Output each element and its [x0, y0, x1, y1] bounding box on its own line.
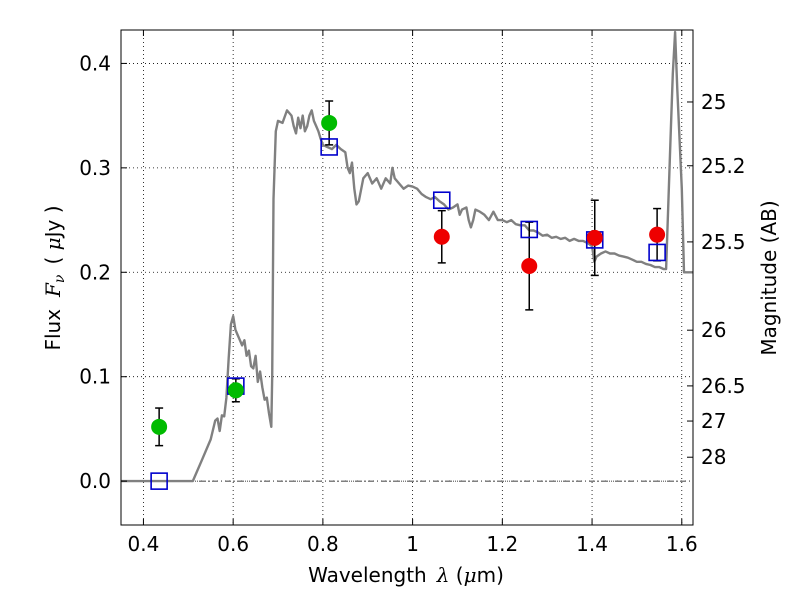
green-point [227, 382, 244, 399]
x-tick-label: 1.6 [666, 532, 698, 556]
axis-ticks: 0.4 0.6 0.8 1 1.2 1.4 1.6 0.0 0.1 0.2 0.3 0.4 25 25.2… [79, 30, 746, 556]
red-point [586, 229, 603, 246]
y-tick-label: 0.3 [79, 156, 111, 180]
model-photometry-square [520, 220, 539, 239]
x-axis-unit-mu: μ [464, 563, 477, 587]
red-point [521, 258, 538, 275]
x-axis-unit-open: ( [449, 563, 463, 587]
grid [121, 30, 693, 525]
plot-frame [120, 29, 694, 526]
model-photometry-square [432, 191, 451, 210]
x-axis-title: Wavelength λ (μm) [308, 563, 504, 587]
magnitude-axis-title: Magnitude (AB) [757, 200, 781, 355]
x-tick-label: 1.2 [486, 532, 518, 556]
green-point [151, 418, 168, 435]
magnitude-tick-label: 26.5 [701, 374, 746, 398]
y-tick-label: 0.2 [79, 260, 111, 284]
x-tick-label: 0.4 [128, 532, 160, 556]
magnitude-tick-label: 27 [701, 409, 726, 433]
x-axis-title-text: Wavelength [308, 563, 427, 587]
y-axis-title-text: Flux [41, 309, 65, 351]
x-tick-label: 0.6 [217, 532, 249, 556]
magnitude-tick-label: 25.2 [701, 154, 746, 178]
y-tick-label: 0.0 [79, 469, 111, 493]
y-axis-unit-rest: Jy ) [41, 205, 65, 239]
y-axis-title: Flux Fν ( μJy ) [41, 205, 68, 350]
magnitude-tick-label: 26 [701, 318, 726, 342]
red-point [433, 228, 450, 245]
x-axis-unit-rest: m) [477, 563, 504, 587]
y-axis-symbol-sub: ν [52, 274, 68, 283]
data-points-layer [150, 100, 666, 490]
x-tick-label: 0.8 [307, 532, 339, 556]
y-axis-unit-mu: μ [41, 237, 65, 250]
y-axis-symbol: F [41, 282, 65, 298]
x-tick-label: 1.4 [576, 532, 608, 556]
magnitude-tick-label: 28 [701, 445, 726, 469]
model-photometry-square [150, 472, 168, 490]
magnitude-tick-label: 25.5 [701, 230, 746, 254]
y-tick-label: 0.4 [79, 51, 111, 75]
model-photometry-square [648, 243, 666, 262]
y-tick-label: 0.1 [79, 365, 111, 389]
y-axis-unit-open: ( [41, 250, 65, 264]
green-point [321, 114, 338, 131]
magnitude-tick-label: 25 [701, 90, 726, 114]
model-photometry-square [320, 138, 338, 156]
x-axis-symbol: λ [436, 563, 450, 587]
red-point [649, 226, 666, 243]
x-tick-label: 1 [406, 532, 419, 556]
